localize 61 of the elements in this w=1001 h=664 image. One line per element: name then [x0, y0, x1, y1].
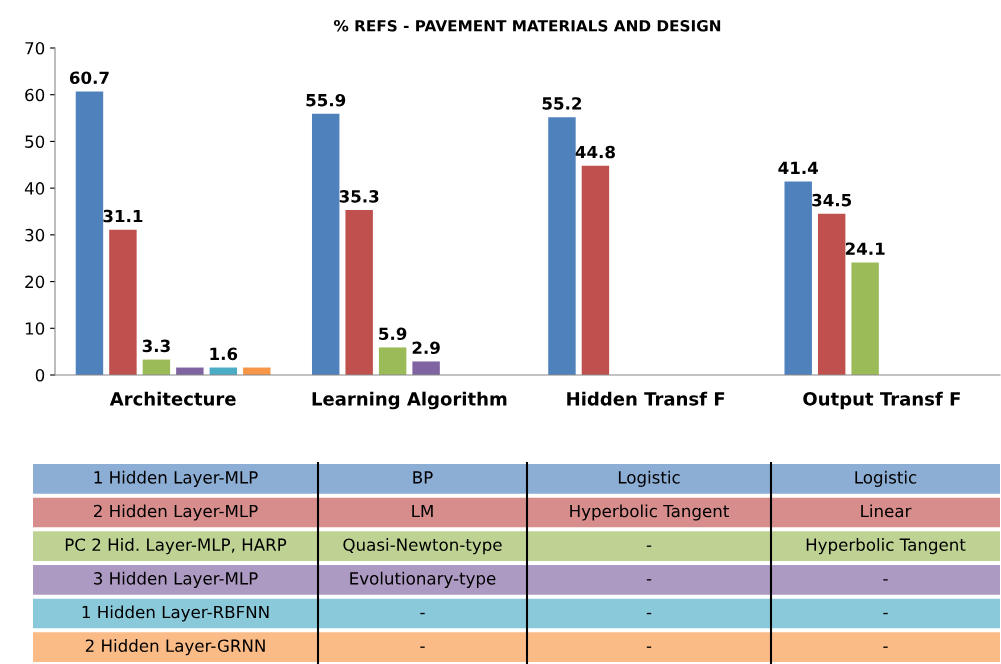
data-label: 2.9	[412, 341, 440, 355]
y-tick-label: 10	[25, 322, 45, 335]
text: Hyperbolic Tangent	[570, 504, 729, 521]
bar	[851, 262, 879, 375]
data-label: 55.9	[306, 93, 346, 107]
y-tick-label: 20	[25, 275, 45, 289]
data-label: 34.5	[812, 193, 852, 207]
text: Hyperbolic Tangent	[806, 538, 966, 555]
text: -	[646, 579, 652, 581]
x-tick-label: Learning Algorithm	[312, 391, 507, 410]
bar	[581, 165, 610, 375]
text: -	[420, 646, 425, 648]
text: -	[420, 612, 425, 615]
y-tick-label: 0	[35, 368, 45, 382]
data-label: 1.6	[210, 347, 238, 361]
data-label: 55.2	[542, 97, 582, 110]
text: PC 2 Hid. Layer-MLP, HARP	[65, 538, 287, 555]
text: Linear	[861, 504, 912, 518]
text: Logistic	[618, 470, 680, 487]
bar	[378, 347, 407, 375]
text: -	[646, 612, 652, 615]
data-label: 35.3	[339, 190, 379, 203]
text: 3 Hidden Layer-MLP	[94, 571, 258, 588]
y-tick-label: 70	[25, 41, 45, 55]
text: LM	[412, 504, 433, 518]
y-tick-label: 60	[25, 88, 45, 102]
x-tick-label: Output Transf F	[803, 391, 960, 410]
bar	[817, 213, 846, 375]
bar	[311, 113, 340, 375]
text: -	[883, 612, 888, 615]
x-tick-label: Hidden Transf F	[567, 391, 725, 406]
text: BP	[413, 471, 433, 484]
text: 2 Hidden Layer-MLP	[93, 504, 258, 521]
text: 1 Hidden Layer-MLP	[94, 470, 258, 487]
y-tick-label: 30	[25, 228, 45, 242]
bar	[784, 181, 812, 375]
y-tick-label: 50	[25, 135, 45, 148]
text: -	[646, 545, 652, 547]
bar	[345, 210, 373, 375]
bar	[75, 91, 104, 375]
data-label: 41.4	[778, 161, 818, 174]
data-label: 60.7	[69, 71, 109, 85]
text: -	[883, 579, 888, 581]
y-tick-label: 40	[24, 182, 45, 195]
bar	[548, 117, 576, 375]
text: 2 Hidden Layer-GRNN	[85, 639, 265, 656]
x-tick-label: Architecture	[109, 391, 236, 406]
text: -	[883, 646, 888, 648]
bar	[412, 361, 440, 375]
data-label: 5.9	[379, 327, 407, 341]
data-label: 31.1	[103, 209, 143, 223]
text: Logistic	[855, 470, 917, 487]
bar	[109, 229, 137, 375]
text: 1 Hidden Layer-RBFNN	[82, 605, 269, 622]
chart-title: % REFS - PAVEMENT MATERIALS AND DESIGN	[333, 19, 721, 32]
data-label: 44.8	[575, 145, 615, 159]
text: Evolutionary-type	[350, 571, 496, 588]
data-label: 24.1	[845, 242, 885, 255]
data-label: 3.3	[142, 339, 170, 353]
text: Quasi-Newton-type	[343, 538, 502, 555]
text: -	[646, 646, 652, 648]
